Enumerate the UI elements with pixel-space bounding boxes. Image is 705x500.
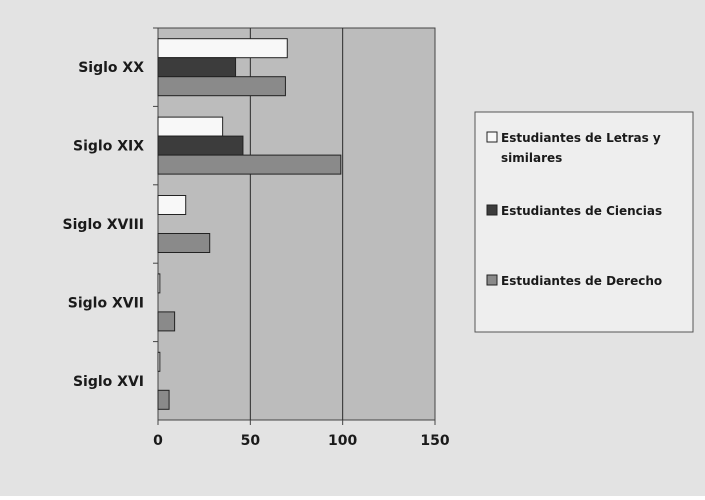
legend-swatch: [486, 204, 498, 216]
x-tick-label: 0: [153, 433, 163, 449]
bar: [157, 57, 237, 78]
bar: [157, 233, 211, 253]
bar: [157, 195, 187, 215]
legend-label: Estudiantes de Letras y: [501, 131, 661, 145]
legend-label: similares: [501, 151, 562, 165]
bar: [157, 273, 161, 294]
legend-label: Estudiantes de Ciencias: [501, 204, 662, 218]
category-label: Siglo XVI: [73, 374, 144, 390]
x-tick-label: 50: [241, 433, 261, 449]
plot-area: [153, 27, 436, 425]
bar: [157, 311, 176, 332]
bar: [157, 135, 244, 156]
axis-labels: Siglo XX Siglo XIX Siglo XVIII Siglo XVII Si…: [63, 60, 450, 449]
bar: [157, 154, 342, 175]
bar: [157, 351, 161, 372]
x-tick-label: 150: [420, 433, 449, 449]
category-label: Siglo XIX: [73, 139, 144, 155]
legend-swatch: [486, 131, 498, 143]
legend-box: [474, 111, 694, 333]
bar: [157, 389, 170, 410]
bar: [157, 76, 286, 97]
bar: [157, 38, 288, 59]
x-tick-label: 100: [328, 433, 357, 449]
legend-label: Estudiantes de Derecho: [501, 274, 662, 288]
legend: Estudiantes de Letras y similares Estudian…: [474, 111, 694, 333]
category-label: Siglo XVIII: [63, 217, 144, 233]
category-label: Siglo XX: [78, 60, 144, 76]
bar: [157, 116, 224, 137]
legend-swatch: [486, 274, 498, 286]
category-label: Siglo XVII: [68, 295, 144, 311]
